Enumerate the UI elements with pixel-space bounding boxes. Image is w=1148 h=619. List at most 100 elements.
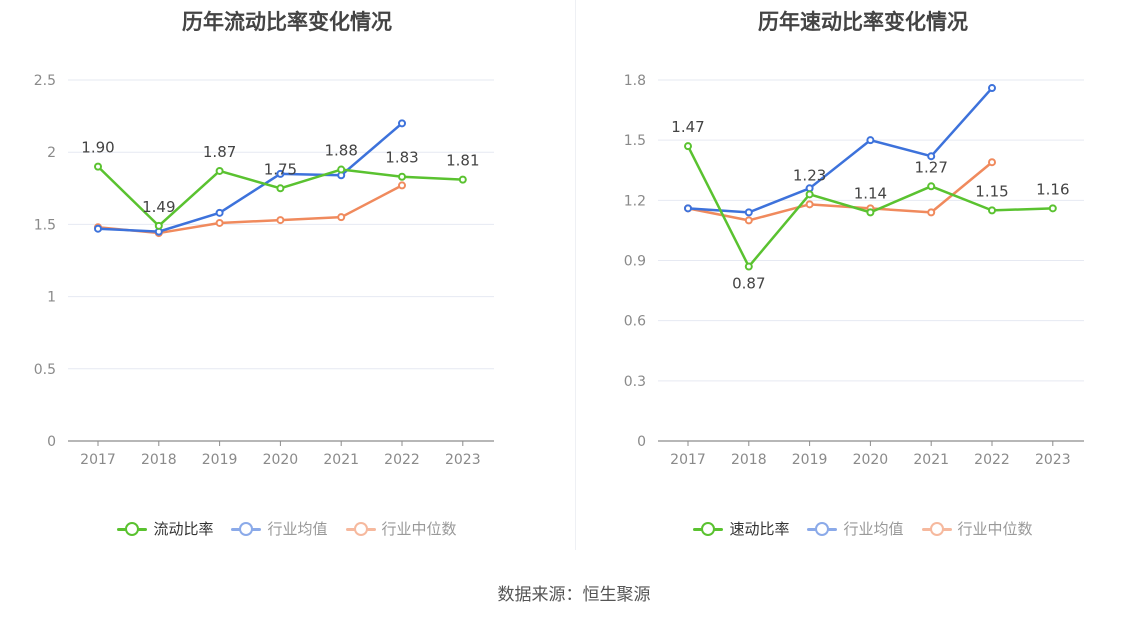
- data-point-industry-median: [927, 208, 936, 217]
- x-tick-label: 2020: [263, 452, 299, 468]
- data-point-primary: [337, 165, 346, 174]
- data-label: 1.90: [81, 139, 114, 157]
- x-tick-label: 2019: [202, 452, 238, 468]
- series-line-industry-mean: [687, 87, 993, 214]
- data-point-industry-mean: [684, 204, 692, 213]
- y-tick-label: 1.5: [34, 217, 56, 233]
- data-point-industry-median: [398, 181, 406, 190]
- data-label: 1.87: [203, 143, 236, 161]
- chart-title: 历年流动比率变化情况: [182, 10, 392, 34]
- legend-marker-icon: [117, 521, 148, 536]
- legend-item[interactable]: 速动比率: [693, 518, 789, 539]
- data-point-primary: [154, 221, 163, 230]
- data-point-primary: [927, 182, 936, 191]
- data-point-primary: [398, 172, 406, 181]
- y-tick-label: 1: [47, 290, 56, 306]
- y-tick-label: 0.9: [624, 254, 646, 270]
- x-tick-label: 2022: [974, 452, 1010, 468]
- legend-label: 行业中位数: [957, 520, 1033, 538]
- data-point-industry-mean: [215, 208, 224, 217]
- data-source-note: 数据来源：恒生聚源: [497, 585, 651, 605]
- data-label: 1.88: [324, 142, 357, 160]
- data-label: 1.81: [446, 152, 479, 170]
- legend-marker-icon: [807, 521, 838, 536]
- data-label: 1.27: [914, 158, 947, 176]
- legend-marker-icon: [345, 521, 376, 536]
- data-point-industry-median: [276, 216, 285, 225]
- x-tick-label: 2017: [670, 452, 706, 468]
- data-point-industry-median: [215, 218, 224, 227]
- series-line-industry-mean: [97, 122, 403, 233]
- legend-label: 速动比率: [729, 520, 790, 538]
- data-point-industry-median: [988, 158, 996, 167]
- y-tick-label: 0.6: [624, 314, 646, 330]
- data-point-industry-mean: [927, 152, 936, 161]
- data-label: 1.49: [142, 198, 175, 216]
- x-tick-label: 2023: [1035, 452, 1071, 468]
- data-label: 1.23: [793, 166, 826, 184]
- legend-label: 行业均值: [843, 520, 904, 538]
- data-point-primary: [988, 206, 996, 215]
- x-tick-label: 2020: [853, 452, 889, 468]
- legend-item[interactable]: 流动比率: [117, 518, 213, 539]
- x-tick-label: 2023: [445, 452, 481, 468]
- data-label: 1.15: [975, 182, 1008, 200]
- data-point-primary: [276, 184, 285, 193]
- data-label: 1.75: [264, 160, 297, 178]
- data-label: 0.87: [732, 275, 765, 293]
- chart-legend: 流动比率 行业均值 行业中位数: [0, 518, 574, 539]
- data-point-primary: [744, 262, 753, 271]
- quick-ratio-chart-panel: 历年速动比率变化情况 0 0.3 0.6 0.9 1.2 1.5 1.8 2017 2018 20…: [576, 0, 1148, 560]
- y-tick-label: 0: [637, 434, 646, 450]
- x-tick-label: 2017: [80, 452, 116, 468]
- legend-item[interactable]: 行业均值: [231, 518, 328, 539]
- y-tick-label: 1.2: [624, 193, 646, 209]
- current-ratio-plot: 0 0.5 1 1.5 2 2.5 2017 2018 2019 2020 2021 2022 2023…: [34, 73, 494, 468]
- data-point-primary: [866, 208, 875, 217]
- y-tick-label: 2.5: [34, 73, 56, 89]
- series-line-industry-median: [687, 161, 993, 222]
- data-point-primary: [94, 162, 102, 171]
- data-point-industry-mean: [398, 119, 406, 128]
- data-point-industry-mean: [94, 224, 102, 233]
- x-tick-label: 2021: [913, 452, 949, 468]
- quick-ratio-plot: 0 0.3 0.6 0.9 1.2 1.5 1.8 2017 2018 2019 2020 2021 2…: [624, 73, 1084, 468]
- legend-label: 行业中位数: [381, 520, 457, 538]
- data-point-primary: [215, 166, 224, 175]
- x-tick-label: 2019: [792, 452, 828, 468]
- data-point-industry-mean: [988, 84, 996, 93]
- legend-marker-icon: [231, 521, 262, 536]
- y-tick-label: 2: [47, 145, 56, 161]
- data-point-primary: [805, 190, 814, 199]
- x-tick-label: 2022: [384, 452, 420, 468]
- x-tick-label: 2018: [141, 452, 177, 468]
- data-point-primary: [1048, 204, 1057, 213]
- chart-title: 历年速动比率变化情况: [758, 10, 968, 34]
- data-point-primary: [684, 142, 692, 151]
- data-label: 1.47: [671, 118, 704, 136]
- legend-item[interactable]: 行业中位数: [345, 518, 457, 539]
- data-point-primary: [458, 175, 467, 184]
- data-point-industry-median: [805, 200, 814, 209]
- legend-item[interactable]: 行业中位数: [921, 518, 1033, 539]
- y-tick-label: 0.3: [624, 374, 646, 390]
- x-tick-label: 2021: [323, 452, 359, 468]
- y-tick-label: 0: [47, 434, 56, 450]
- chart-legend: 速动比率 行业均值 行业中位数: [576, 518, 1148, 539]
- legend-label: 流动比率: [153, 520, 214, 538]
- legend-item[interactable]: 行业均值: [807, 518, 904, 539]
- current-ratio-chart-panel: 历年流动比率变化情况 0 0.5 1 1.5 2 2.5 2017 2018 2019 2020 2…: [0, 0, 574, 560]
- legend-marker-icon: [693, 521, 724, 536]
- legend-marker-icon: [921, 521, 952, 536]
- y-tick-label: 0.5: [34, 362, 56, 378]
- data-label: 1.14: [854, 184, 887, 202]
- panel-divider: [575, 0, 576, 550]
- data-label: 1.83: [385, 149, 418, 167]
- y-tick-label: 1.8: [624, 73, 646, 89]
- data-label: 1.16: [1036, 180, 1069, 198]
- legend-label: 行业均值: [267, 520, 328, 538]
- y-tick-label: 1.5: [624, 133, 646, 149]
- data-point-industry-mean: [276, 169, 285, 178]
- data-point-industry-median: [744, 216, 753, 225]
- data-point-industry-mean: [744, 208, 753, 217]
